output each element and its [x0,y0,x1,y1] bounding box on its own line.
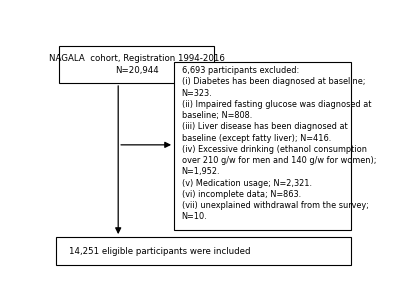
Text: 6,693 participants excluded:
(i) Diabetes has been diagnosed at baseline;
N=323.: 6,693 participants excluded: (i) Diabete… [182,66,376,221]
FancyBboxPatch shape [56,237,351,265]
Text: 14,251 eligible participants were included: 14,251 eligible participants were includ… [69,247,250,255]
Text: NAGALA  cohort, Registration 1994-2016
N=20,944: NAGALA cohort, Registration 1994-2016 N=… [49,54,225,75]
FancyBboxPatch shape [59,46,214,83]
FancyBboxPatch shape [174,62,351,230]
